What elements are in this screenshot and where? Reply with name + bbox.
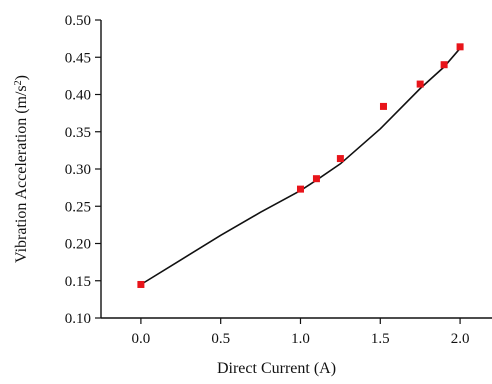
x-tick-label: 0.5 [211, 331, 230, 347]
y-tick-label: 0.15 [65, 274, 91, 290]
x-tick-label: 1.5 [371, 331, 390, 347]
y-tick-label: 0.45 [65, 50, 91, 66]
y-tick-label: 0.50 [65, 13, 91, 29]
y-tick-label: 0.35 [65, 125, 91, 141]
y-axis-title-main: Vibration Acceleration (m/s [13, 85, 30, 263]
x-tick-label: 1.0 [291, 331, 310, 347]
data-points-layer [137, 43, 464, 288]
x-tick-label: 0.0 [132, 331, 151, 347]
data-point [440, 61, 448, 69]
y-tick-label: 0.30 [65, 162, 91, 178]
data-point [296, 185, 304, 193]
fit-line [140, 47, 461, 286]
fit-line-layer [140, 47, 461, 286]
y-tick-label: 0.10 [65, 311, 91, 327]
x-tick-label: 2.0 [451, 331, 470, 347]
y-tick-label: 0.40 [65, 88, 91, 104]
y-tick-label: 0.25 [65, 199, 91, 215]
ticks: 0.10 0.15 0.20 0.25 0.30 0.35 0.40 0.45 0.50 0.0 0… [65, 13, 470, 347]
x-axis-title: Direct Current (A) [217, 360, 336, 377]
data-point [379, 102, 387, 110]
y-axis-title: Vibration Acceleration (m/s2) [13, 75, 31, 263]
y-axis-title-superscript: 2 [13, 80, 24, 85]
data-point [312, 175, 320, 183]
data-point [336, 155, 344, 163]
y-tick-label: 0.20 [65, 237, 91, 253]
y-axis-title-tail: ) [13, 75, 30, 80]
data-point [416, 80, 424, 88]
data-point [456, 43, 464, 51]
data-point [137, 280, 145, 288]
